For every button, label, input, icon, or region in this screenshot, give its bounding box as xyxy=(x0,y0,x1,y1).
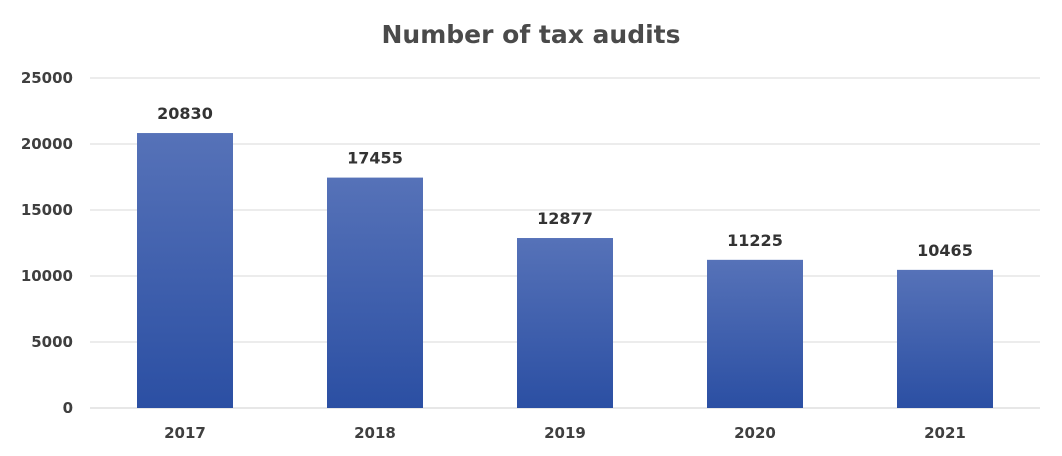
y-tick-label: 20000 xyxy=(21,135,73,153)
bar-2018 xyxy=(327,177,423,408)
x-tick-label-2020: 2020 xyxy=(734,424,776,442)
y-tick-label: 25000 xyxy=(21,69,73,87)
x-tick-label-2021: 2021 xyxy=(924,424,966,442)
bar-2021 xyxy=(897,269,993,408)
bars xyxy=(137,133,993,408)
y-tick-label: 5000 xyxy=(31,333,73,351)
data-label-2019: 12877 xyxy=(537,209,593,228)
data-labels: 20830 17455 12877 11225 10465 xyxy=(157,104,973,260)
y-tick-label: 15000 xyxy=(21,201,73,219)
data-label-2020: 11225 xyxy=(727,231,783,250)
x-axis-ticks: 2017 2018 2019 2020 2021 xyxy=(164,424,966,442)
x-tick-label-2019: 2019 xyxy=(544,424,586,442)
y-axis-ticks: 0 5000 10000 15000 20000 25000 xyxy=(21,69,73,417)
bar-2020 xyxy=(707,259,803,408)
data-label-2018: 17455 xyxy=(347,149,403,168)
x-tick-label-2018: 2018 xyxy=(354,424,396,442)
x-tick-label-2017: 2017 xyxy=(164,424,206,442)
data-label-2021: 10465 xyxy=(917,241,973,260)
data-label-2017: 20830 xyxy=(157,104,213,123)
y-tick-label: 0 xyxy=(63,399,73,417)
chart-title: Number of tax audits xyxy=(381,20,681,49)
y-tick-label: 10000 xyxy=(21,267,73,285)
bar-2019 xyxy=(517,238,613,408)
bar-2017 xyxy=(137,133,233,408)
